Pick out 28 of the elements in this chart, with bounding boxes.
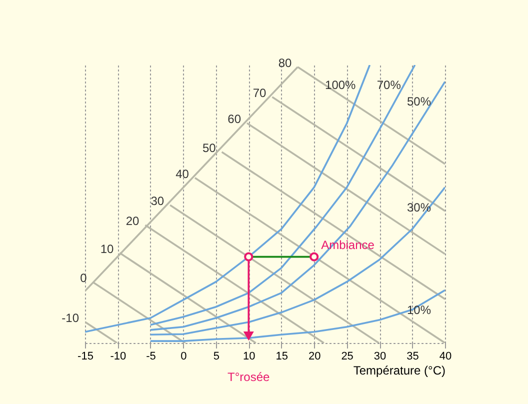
series-label: 50% [406, 94, 432, 109]
annotation: 60 [228, 112, 242, 126]
x-tick-label: 25 [341, 350, 354, 362]
x-tick-label: 0 [180, 350, 187, 362]
annotation: 70 [252, 86, 267, 100]
x-tick-label: 20 [308, 350, 321, 362]
x-tick-label: -15 [78, 350, 94, 362]
annotation: 50 [202, 141, 216, 156]
x-axis-title: Température (°C) [353, 364, 446, 378]
annotation: 20 [126, 214, 140, 228]
annotation: 0 [80, 271, 88, 286]
series-label: 70% [376, 78, 402, 92]
x-tick-label: 5 [213, 350, 220, 362]
annotation: T°rosée [228, 370, 270, 384]
x-tick-label: 35 [406, 350, 419, 362]
annotation: 40 [176, 166, 190, 181]
x-tick-label: 30 [374, 350, 386, 362]
series-label: 10% [406, 303, 432, 318]
annotation: 10 [100, 242, 114, 256]
series-label: 100% [325, 78, 356, 92]
annotation: 30 [150, 194, 164, 208]
annotation: 80 [278, 56, 292, 70]
annotation: -10 [62, 310, 80, 325]
x-tick-label: 10 [243, 350, 256, 362]
x-tick-label: 15 [276, 350, 288, 362]
x-tick-label: -10 [110, 350, 126, 362]
x-tick-label: 40 [439, 350, 452, 362]
x-tick-label: -5 [146, 350, 156, 362]
